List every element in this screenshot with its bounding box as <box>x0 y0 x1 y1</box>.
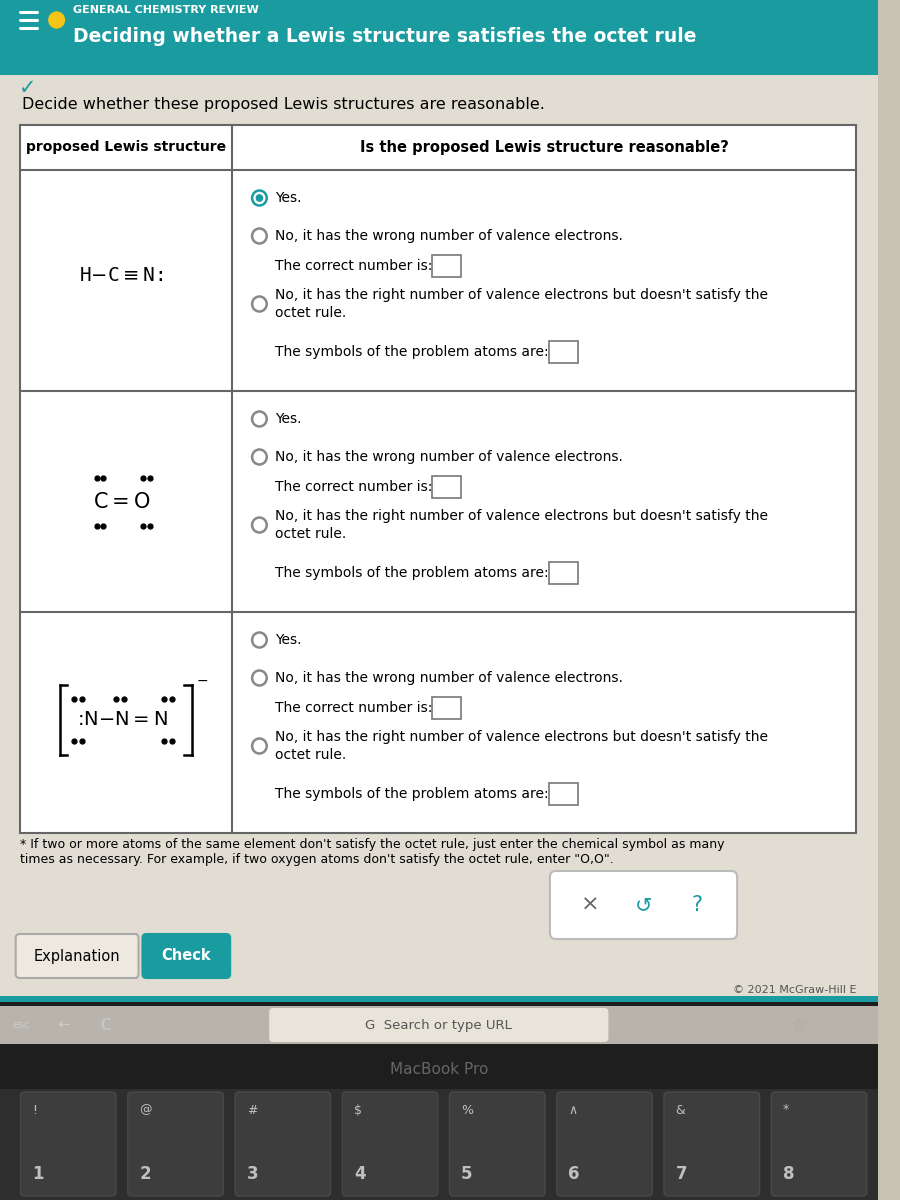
Text: G  Search or type URL: G Search or type URL <box>365 1019 512 1032</box>
Text: :N$-$N$=$N: :N$-$N$=$N <box>76 710 167 728</box>
FancyBboxPatch shape <box>269 1008 608 1042</box>
Text: No, it has the wrong number of valence electrons.: No, it has the wrong number of valence e… <box>275 671 623 685</box>
Text: %: % <box>461 1104 473 1116</box>
Text: octet rule.: octet rule. <box>275 527 346 541</box>
Text: The symbols of the problem atoms are:*: The symbols of the problem atoms are:* <box>275 566 555 580</box>
FancyBboxPatch shape <box>21 1092 116 1196</box>
Text: *: * <box>783 1104 789 1116</box>
Text: ←: ← <box>57 1018 70 1032</box>
Text: No, it has the right number of valence electrons but doesn't satisfy the: No, it has the right number of valence e… <box>275 288 768 302</box>
Text: The symbols of the problem atoms are:*: The symbols of the problem atoms are:* <box>275 346 555 359</box>
Text: ☆: ☆ <box>792 1016 807 1034</box>
Text: ↺: ↺ <box>634 895 652 914</box>
Text: Yes.: Yes. <box>275 191 302 205</box>
Text: 7: 7 <box>676 1165 688 1183</box>
Text: C$=$O: C$=$O <box>94 492 150 511</box>
FancyBboxPatch shape <box>771 1092 867 1196</box>
Text: No, it has the right number of valence electrons but doesn't satisfy the: No, it has the right number of valence e… <box>275 509 768 523</box>
FancyBboxPatch shape <box>342 1092 437 1196</box>
Text: Decide whether these proposed Lewis structures are reasonable.: Decide whether these proposed Lewis stru… <box>22 97 544 113</box>
Text: 6: 6 <box>569 1165 580 1183</box>
FancyBboxPatch shape <box>15 934 139 978</box>
Text: MacBook Pro: MacBook Pro <box>390 1062 488 1076</box>
Bar <box>0 1006 878 1044</box>
Bar <box>0 1090 878 1200</box>
Text: 8: 8 <box>783 1165 795 1183</box>
Bar <box>432 476 461 498</box>
Text: 1: 1 <box>32 1165 44 1183</box>
Text: #: # <box>247 1104 257 1116</box>
Text: 4: 4 <box>354 1165 365 1183</box>
Text: esc: esc <box>13 1020 31 1030</box>
Text: Deciding whether a Lewis structure satisfies the octet rule: Deciding whether a Lewis structure satis… <box>73 28 697 47</box>
FancyBboxPatch shape <box>664 1092 760 1196</box>
Text: 3: 3 <box>247 1165 258 1183</box>
Circle shape <box>256 194 263 202</box>
Text: ×: × <box>580 895 599 914</box>
Text: No, it has the right number of valence electrons but doesn't satisfy the: No, it has the right number of valence e… <box>275 730 768 744</box>
Text: No, it has the wrong number of valence electrons.: No, it has the wrong number of valence e… <box>275 229 623 242</box>
Text: Yes.: Yes. <box>275 634 302 647</box>
Text: ∧: ∧ <box>569 1104 578 1116</box>
Text: The correct number is:: The correct number is: <box>275 480 432 494</box>
Bar <box>20 125 856 833</box>
Text: The symbols of the problem atoms are:*: The symbols of the problem atoms are:* <box>275 787 555 802</box>
Text: © 2021 McGraw-Hill E: © 2021 McGraw-Hill E <box>733 985 856 995</box>
FancyBboxPatch shape <box>142 934 230 978</box>
Text: GENERAL CHEMISTRY REVIEW: GENERAL CHEMISTRY REVIEW <box>73 5 259 14</box>
Text: proposed Lewis structure: proposed Lewis structure <box>26 140 226 155</box>
Text: ✓: ✓ <box>19 78 36 98</box>
FancyBboxPatch shape <box>449 1092 545 1196</box>
Text: H$-$C$\equiv$N:: H$-$C$\equiv$N: <box>78 266 163 284</box>
FancyBboxPatch shape <box>557 1092 652 1196</box>
Text: @: @ <box>140 1104 152 1116</box>
Text: !: ! <box>32 1104 37 1116</box>
FancyBboxPatch shape <box>550 871 737 938</box>
Text: * If two or more atoms of the same element don't satisfy the octet rule, just en: * If two or more atoms of the same eleme… <box>20 838 724 866</box>
Bar <box>0 0 878 74</box>
Text: &: & <box>676 1104 686 1116</box>
Bar <box>549 341 578 362</box>
Text: −: − <box>197 673 209 688</box>
Bar <box>432 254 461 277</box>
Text: The correct number is:: The correct number is: <box>275 701 432 715</box>
Text: Check: Check <box>161 948 212 964</box>
Circle shape <box>49 12 65 28</box>
Text: No, it has the wrong number of valence electrons.: No, it has the wrong number of valence e… <box>275 450 623 464</box>
Text: 2: 2 <box>140 1165 151 1183</box>
Bar <box>0 996 878 1002</box>
FancyBboxPatch shape <box>128 1092 223 1196</box>
Text: Is the proposed Lewis structure reasonable?: Is the proposed Lewis structure reasonab… <box>360 140 728 155</box>
Text: octet rule.: octet rule. <box>275 748 346 762</box>
Text: Explanation: Explanation <box>34 948 121 964</box>
Bar <box>549 782 578 805</box>
Text: $: $ <box>354 1104 362 1116</box>
FancyBboxPatch shape <box>235 1092 330 1196</box>
Bar <box>0 1002 878 1200</box>
Text: 5: 5 <box>461 1165 472 1183</box>
Text: octet rule.: octet rule. <box>275 306 346 320</box>
Text: C: C <box>100 1018 111 1032</box>
Text: Yes.: Yes. <box>275 412 302 426</box>
Text: The correct number is:: The correct number is: <box>275 259 432 272</box>
Bar <box>432 697 461 719</box>
Bar <box>549 562 578 584</box>
Text: ?: ? <box>691 895 703 914</box>
